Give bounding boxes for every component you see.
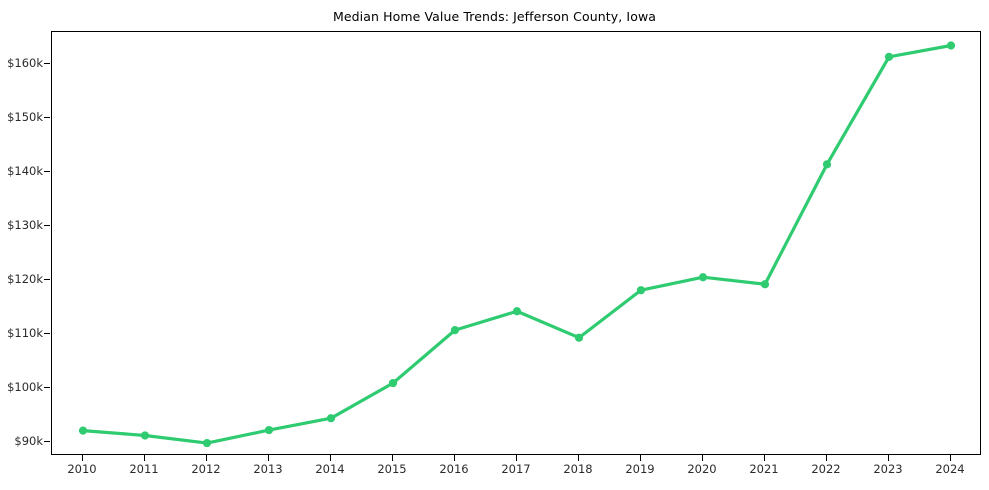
x-axis-tick-label: 2019 bbox=[625, 462, 655, 476]
x-axis-tick-label: 2016 bbox=[439, 462, 469, 476]
x-axis-tick-mark bbox=[267, 455, 269, 461]
x-axis-tick-mark bbox=[701, 455, 703, 461]
y-axis-tick-mark bbox=[44, 278, 50, 281]
y-axis-tick-label: $130k bbox=[7, 218, 43, 233]
x-axis-tick-mark bbox=[205, 455, 207, 461]
x-axis-tick-label: 2011 bbox=[129, 462, 159, 476]
data-point-marker bbox=[264, 425, 274, 435]
data-point-marker bbox=[574, 333, 584, 342]
y-axis-tick-mark bbox=[44, 332, 50, 335]
data-point-marker bbox=[884, 52, 894, 61]
data-point-marker bbox=[388, 378, 398, 388]
series-line-median-home-value bbox=[81, 43, 953, 445]
x-axis-tick-label: 2024 bbox=[935, 462, 965, 476]
x-axis-tick-label: 2022 bbox=[811, 462, 841, 476]
y-axis-tick-label: $160k bbox=[7, 56, 43, 71]
y-axis-tick-mark bbox=[44, 170, 50, 173]
y-axis-tick-label: $110k bbox=[7, 326, 43, 341]
x-axis-tick-label: 2013 bbox=[253, 462, 283, 476]
y-axis-tick-label: $100k bbox=[7, 380, 43, 395]
line-chart-svg bbox=[78, 41, 956, 448]
chart-title: Median Home Value Trends: Jefferson Coun… bbox=[332, 9, 657, 24]
x-axis-tick-label: 2018 bbox=[563, 462, 593, 476]
data-point-marker bbox=[202, 438, 212, 448]
x-axis-tick-label: 2015 bbox=[377, 462, 407, 476]
y-axis-tick-mark bbox=[44, 116, 50, 118]
data-point-marker bbox=[140, 431, 150, 440]
y-axis-tick-mark bbox=[44, 440, 50, 443]
y-axis-tick-label: $120k bbox=[7, 272, 43, 287]
x-axis-tick-label: 2012 bbox=[191, 462, 221, 476]
x-axis-tick-mark bbox=[763, 455, 765, 461]
y-axis-tick-label: $150k bbox=[7, 110, 43, 125]
x-axis-tick-label: 2023 bbox=[873, 462, 903, 476]
x-axis-tick-label: 2014 bbox=[315, 462, 345, 476]
data-point-marker bbox=[698, 273, 708, 282]
y-axis-tick-labels: $90k $100k $110k $120k $130k $140k $150k $160k bbox=[0, 0, 43, 490]
x-axis-tick-mark bbox=[639, 455, 641, 461]
data-point-marker bbox=[78, 426, 88, 435]
x-axis-tick-mark bbox=[329, 455, 331, 461]
x-axis-tick-label: 2020 bbox=[687, 462, 717, 476]
x-axis-tick-label: 2010 bbox=[67, 462, 97, 476]
data-point-marker bbox=[636, 286, 646, 295]
data-point-marker bbox=[822, 160, 832, 169]
x-axis-tick-mark bbox=[391, 455, 393, 461]
data-point-marker bbox=[450, 326, 460, 335]
data-point-marker bbox=[512, 307, 522, 316]
data-point-marker bbox=[326, 414, 336, 423]
y-axis-tick-label: $90k bbox=[14, 434, 43, 449]
x-axis-tick-mark bbox=[143, 455, 145, 461]
x-axis-tick-mark bbox=[577, 455, 579, 461]
x-axis-tick-mark bbox=[825, 455, 827, 461]
x-axis-tick-mark bbox=[887, 455, 889, 461]
x-axis-tick-label: 2021 bbox=[749, 462, 779, 476]
y-axis-tick-mark bbox=[44, 224, 50, 227]
y-axis-tick-mark bbox=[44, 62, 50, 64]
x-axis-tick-mark bbox=[949, 455, 951, 461]
x-axis-tick-mark bbox=[453, 455, 455, 461]
x-axis-tick-mark bbox=[515, 455, 517, 461]
series-markers-median-home-value bbox=[78, 41, 956, 448]
x-axis-tick-mark bbox=[81, 455, 83, 461]
data-point-marker bbox=[760, 280, 770, 289]
data-point-marker bbox=[946, 41, 956, 50]
x-axis-tick-label: 2017 bbox=[501, 462, 531, 476]
y-axis-tick-label: $140k bbox=[7, 164, 43, 179]
plot-area bbox=[51, 31, 981, 455]
y-axis-tick-mark bbox=[44, 386, 50, 389]
